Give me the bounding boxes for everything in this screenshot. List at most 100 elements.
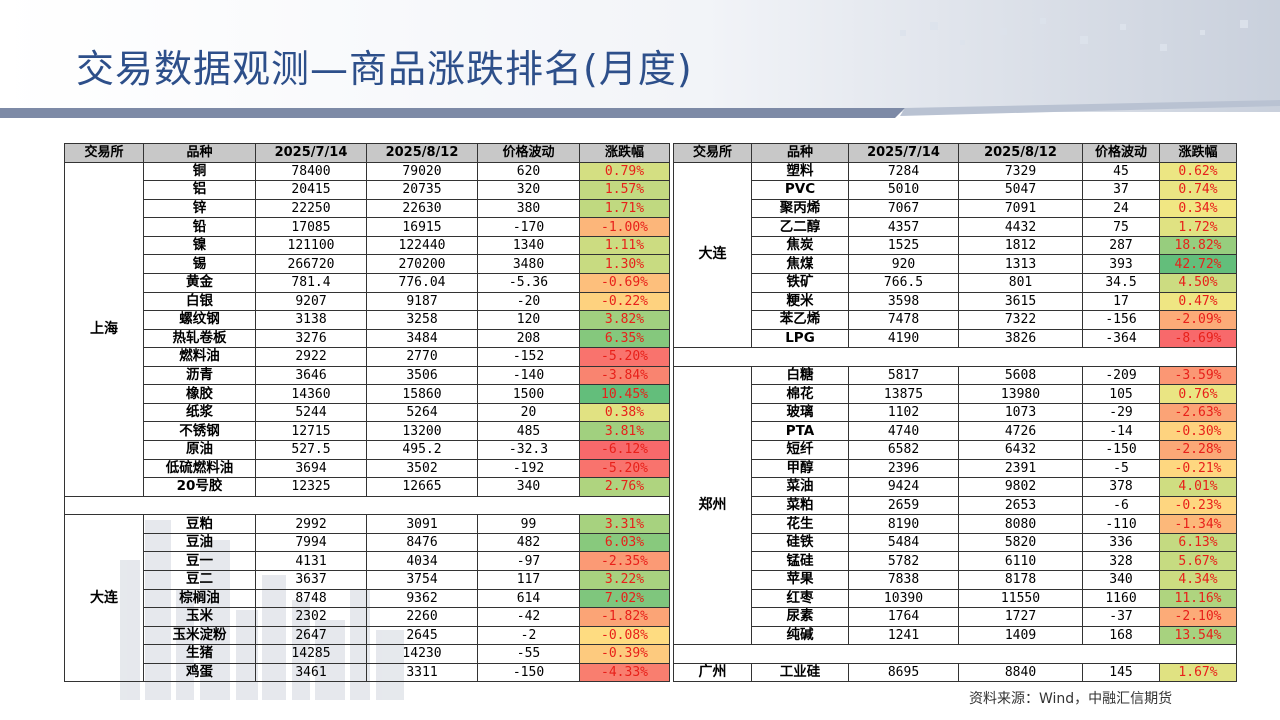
commodity-name: 甲醇 (751, 458, 849, 479)
price-end: 3754 (366, 569, 478, 590)
price-end: 3506 (366, 365, 478, 386)
price-change: 120 (477, 310, 580, 330)
price-end: 3826 (958, 328, 1083, 349)
commodity-name: 豆粕 (143, 514, 256, 534)
table-row: 粳米 3598 3615 17 0.47% (674, 291, 1237, 312)
group-separator-row (64, 495, 670, 516)
pct-change: 0.38% (579, 402, 670, 423)
price-change: 34.5 (1082, 272, 1160, 293)
price-end: 1812 (958, 235, 1083, 256)
price-start: 4131 (255, 551, 367, 571)
commodity-name: 工业硅 (751, 662, 849, 683)
table-row: 豆一 4131 4034 -97 -2.35% (65, 551, 670, 571)
price-end: 1313 (958, 254, 1083, 274)
table-row: LPG 4190 3826 -364 -8.69% (674, 328, 1237, 349)
price-change: 620 (477, 161, 580, 182)
table-row: 燃料油 2922 2770 -152 -5.20% (65, 347, 670, 367)
price-change: 168 (1082, 625, 1160, 646)
table-row: 鸡蛋 3461 3311 -150 -4.33% (65, 662, 670, 683)
separator-cell (673, 644, 1237, 664)
price-change: 17 (1082, 291, 1160, 312)
commodity-name: 镍 (143, 235, 256, 256)
price-start: 1102 (848, 402, 959, 423)
header-cell: 品种 (143, 143, 256, 163)
price-change: 378 (1082, 477, 1160, 497)
price-start: 14285 (255, 644, 367, 664)
pct-change: -6.12% (579, 440, 670, 460)
price-change: 328 (1082, 551, 1160, 571)
price-start: 1525 (848, 235, 959, 256)
pct-change: 10.45% (579, 384, 670, 404)
table-row: 大连 塑料 7284 7329 45 0.62% (673, 161, 1237, 349)
table-row: 短纤 6582 6432 -150 -2.28% (674, 440, 1237, 460)
commodity-name: 聚丙烯 (751, 198, 849, 219)
pct-change: -0.30% (1159, 421, 1237, 441)
price-end: 8476 (366, 532, 478, 553)
commodity-name: 玻璃 (751, 402, 849, 423)
price-change: -29 (1082, 402, 1160, 423)
price-start: 266720 (255, 254, 367, 274)
price-start: 3461 (255, 662, 367, 683)
commodity-name: 铅 (143, 217, 256, 237)
price-end: 6110 (958, 551, 1083, 571)
commodity-name: 短纤 (751, 440, 849, 460)
price-change: 117 (477, 569, 580, 590)
price-start: 9424 (848, 477, 959, 497)
commodity-name: 白银 (143, 291, 256, 312)
price-start: 3276 (255, 328, 367, 349)
header-cell: 价格波动 (1082, 143, 1160, 163)
price-start: 3637 (255, 569, 367, 590)
group-separator-row (673, 347, 1237, 367)
pct-change: 5.67% (1159, 551, 1237, 571)
table-row: 苹果 7838 8178 340 4.34% (674, 569, 1237, 590)
commodity-name: 沥青 (143, 365, 256, 386)
commodity-name: 黄金 (143, 272, 256, 293)
price-start: 5782 (848, 551, 959, 571)
price-end: 20735 (366, 180, 478, 200)
table-row: 苯乙烯 7478 7322 -156 -2.09% (674, 310, 1237, 330)
price-change: -14 (1082, 421, 1160, 441)
pct-change: 1.11% (579, 235, 670, 256)
page-title: 交易数据观测—商品涨跌排名(月度) (76, 47, 693, 91)
header-cell: 交易所 (673, 143, 752, 163)
table-row: 上海铜 78400 79020 620 0.79% (64, 161, 670, 497)
price-start: 5244 (255, 402, 367, 423)
exchange-cell: 上海 (64, 161, 144, 497)
commodity-name: 纸浆 (143, 402, 256, 423)
left-commodity-table: 交易所 品种 2025/7/14 2025/8/12 价格波动 涨跌幅 上海铜 78400 79… (64, 143, 670, 683)
price-change: 287 (1082, 235, 1160, 256)
commodity-name: 菜油 (751, 477, 849, 497)
table-row: 菜粕 2659 2653 -6 -0.23% (674, 495, 1237, 516)
price-start: 7478 (848, 310, 959, 330)
price-start: 78400 (255, 161, 367, 182)
price-end: 12665 (366, 477, 478, 497)
price-start: 4740 (848, 421, 959, 441)
table-row: 乙二醇 4357 4432 75 1.72% (674, 217, 1237, 237)
commodity-name: 硅铁 (751, 532, 849, 553)
commodity-name: 豆一 (143, 551, 256, 571)
price-end: 4034 (366, 551, 478, 571)
price-change: 24 (1082, 198, 1160, 219)
price-start: 2922 (255, 347, 367, 367)
price-change: 145 (1082, 662, 1160, 683)
table-row: 玉米淀粉 2647 2645 -2 -0.08% (65, 625, 670, 646)
exchange-cell: 广州 (673, 662, 752, 683)
price-change: 482 (477, 532, 580, 553)
separator-cell (64, 495, 670, 516)
price-end: 5608 (958, 365, 1083, 386)
price-change: 105 (1082, 384, 1160, 404)
table-row: 聚丙烯 7067 7091 24 0.34% (674, 198, 1237, 219)
table-row: 豆二 3637 3754 117 3.22% (65, 569, 670, 590)
pct-change: 6.35% (579, 328, 670, 349)
price-change: 208 (477, 328, 580, 349)
table-row: 白银 9207 9187 -20 -0.22% (65, 291, 670, 312)
table-row: 广州 工业硅 8695 8840 145 1.67% (673, 662, 1237, 683)
price-start: 3694 (255, 458, 367, 479)
price-change: 1500 (477, 384, 580, 404)
price-change: 320 (477, 180, 580, 200)
table-row: 低硫燃料油 3694 3502 -192 -5.20% (65, 458, 670, 479)
price-end: 1073 (958, 402, 1083, 423)
price-end: 14230 (366, 644, 478, 664)
table-row: 原油 527.5 495.2 -32.3 -6.12% (65, 440, 670, 460)
pct-change: 0.74% (1159, 180, 1237, 200)
